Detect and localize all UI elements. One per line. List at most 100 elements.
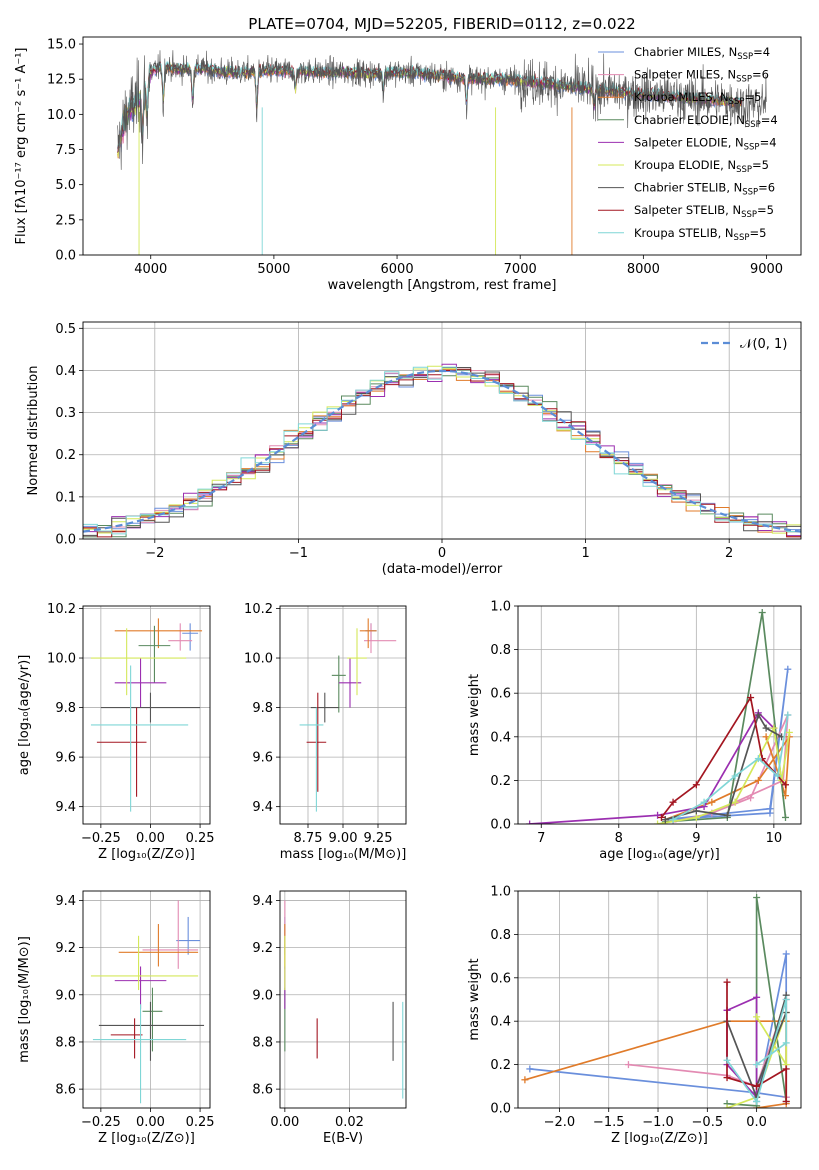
y-tick-label: 0.2 <box>490 1058 511 1073</box>
weight-marker-salpeter_stelib <box>782 1065 790 1073</box>
y-tick-label: 9.8 <box>55 701 76 716</box>
legend-entry-salpeter_miles: Salpeter MILES, NSSP=6 <box>634 68 769 85</box>
y-tick-label: 10.2 <box>244 602 273 617</box>
y-tick-label: 8.6 <box>252 1083 273 1098</box>
x-axis-label: mass [log₁₀(M/M⊙)] <box>280 847 407 862</box>
x-tick-label: −0.25 <box>81 1115 121 1130</box>
x-tick-label: −1.5 <box>593 1115 625 1130</box>
errorbar-chabrier_elodie <box>331 655 346 713</box>
legend-suffix: =5 <box>744 90 761 104</box>
errorbar-chabrier_stelib <box>98 1001 205 1061</box>
spectrum-data-chabrier_stelib <box>117 50 767 170</box>
legend-sub: SSP <box>736 75 752 85</box>
y-tick-label: 0.0 <box>55 533 76 548</box>
errorbar-kroupa_miles <box>118 924 199 967</box>
weight-marker-kroupa_stelib <box>669 816 677 824</box>
x-axis-label: wavelength [Angstrom, rest frame] <box>328 278 557 293</box>
weight-marker-salpeter_stelib <box>747 694 755 702</box>
y-tick-label: 0.8 <box>490 643 511 658</box>
weight-marker-kroupa_elodie <box>654 820 662 824</box>
errorbar-salpeter_stelib <box>110 1018 143 1059</box>
x-axis-label: age [log₁₀(age/yr)] <box>599 847 720 862</box>
weight-marker-salpeter_elodie <box>753 993 761 1001</box>
weight-marker-kroupa_stelib <box>754 755 762 763</box>
weight-marker-kroupa_elodie <box>770 724 778 732</box>
x-axis-label: Z [log₁₀(Z/Z⊙)] <box>611 1131 708 1146</box>
weight-marker-salpeter_stelib <box>723 978 731 986</box>
errorbar-salpeter_miles <box>168 623 193 651</box>
weight-marker-kroupa_stelib <box>782 1039 790 1047</box>
errorbar-chabrier_stelib <box>100 692 201 723</box>
weight-line-chabrier_stelib <box>665 712 783 821</box>
x-tick-label: −2.0 <box>544 1115 576 1130</box>
weight-marker-chabrier_stelib <box>723 811 731 819</box>
y-tick-label: 2.5 <box>55 213 76 228</box>
weight-marker-kroupa_miles <box>708 798 716 806</box>
x-tick-label: 0.25 <box>186 1115 215 1130</box>
x-tick-label: 0.02 <box>335 1115 364 1130</box>
axes-frame <box>517 890 802 1109</box>
x-tick-label: 0.00 <box>136 1115 165 1130</box>
errorbar-kroupa_stelib <box>90 665 189 812</box>
plot-area <box>117 50 767 255</box>
legend-suffix: =5 <box>749 226 766 240</box>
weight-marker-kroupa_stelib <box>784 711 792 719</box>
y-tick-label: 9.2 <box>55 941 76 956</box>
x-axis-label: (data-model)/error <box>382 562 503 577</box>
weight-marker-kroupa_miles <box>754 776 762 784</box>
y-tick-label: 1.0 <box>490 600 511 615</box>
legend-sub: SSP <box>729 97 745 107</box>
x-tick-label: 7 <box>537 831 545 846</box>
weight-marker-salpeter_stelib <box>753 1082 761 1090</box>
weight-marker-chabrier_elodie <box>758 609 766 617</box>
legend-entry-salpeter_stelib: Salpeter STELIB, NSSP=5 <box>634 203 774 220</box>
x-tick-label: 0 <box>438 546 446 561</box>
panel-residuals: −2 −1 0 1 2 0.0 0.1 0.2 0.3 0.4 0.5 (data-model)/er… <box>26 321 802 577</box>
plot-area <box>83 363 801 538</box>
y-tick-label: 9.4 <box>55 894 76 909</box>
y-tick-label: 0.8 <box>490 928 511 943</box>
axes-frame <box>82 605 211 825</box>
errorbar-salpeter_miles <box>364 623 397 654</box>
x-tick-label: 0.00 <box>270 1115 299 1130</box>
y-tick-label: 0.0 <box>490 818 511 833</box>
panel-age-vs-mass: 8.75 9.00 9.25 9.4 9.6 9.8 10.0 10.2 mass [log₁₀… <box>244 602 407 862</box>
weight-marker-chabrier_elodie <box>753 894 761 902</box>
weight-marker-kroupa_elodie <box>692 813 700 821</box>
errorbar-chabrier_stelib <box>310 692 339 723</box>
errorbar-salpeter_elodie <box>114 658 167 708</box>
errorbar-chabrier_elodie <box>142 987 163 1052</box>
legend-sub: SSP <box>745 120 761 130</box>
y-axis-label: Flux [fλ10⁻¹⁷ erg cm⁻² s⁻¹ A⁻¹] <box>14 48 29 245</box>
y-axis-label: Normed distribution <box>26 366 41 496</box>
axes-frame <box>279 890 407 1109</box>
y-axis-label: mass weight <box>467 674 482 756</box>
y-tick-label: 0.4 <box>55 364 76 379</box>
legend-name: Chabrier STELIB, N <box>634 181 742 195</box>
y-tick-label: 0.3 <box>55 406 76 421</box>
chart-title: PLATE=0704, MJD=52205, FIBERID=0112, z=0… <box>248 15 635 33</box>
weight-line-salpeter_elodie <box>529 711 775 824</box>
y-tick-label: 9.4 <box>252 894 273 909</box>
x-tick-label: 8 <box>615 831 623 846</box>
y-tick-label: 10.0 <box>47 108 76 123</box>
x-tick-label: 0.0 <box>746 1115 767 1130</box>
weight-marker-kroupa_stelib <box>700 798 708 806</box>
weight-marker-kroupa_elodie <box>753 1013 761 1021</box>
y-tick-label: 12.5 <box>47 73 76 88</box>
legend-sub: SSP <box>736 165 752 175</box>
legend-name: Kroupa MILES, N <box>634 90 729 104</box>
x-tick-label: 4000 <box>134 262 167 277</box>
legend-entry-kroupa_stelib: Kroupa STELIB, NSSP=5 <box>634 226 766 243</box>
y-tick-label: 10.0 <box>47 652 76 667</box>
x-tick-label: 9.25 <box>364 831 393 846</box>
axes-frame <box>82 321 802 540</box>
weight-marker-salpeter_stelib <box>723 1074 731 1082</box>
weight-marker-chabrier_miles <box>766 809 774 817</box>
x-tick-label: 2 <box>725 546 733 561</box>
x-tick-label: 0.00 <box>136 831 165 846</box>
weight-marker-chabrier_stelib <box>754 711 762 719</box>
legend-suffix: =5 <box>757 203 774 217</box>
x-tick-label: −1.0 <box>642 1115 674 1130</box>
y-tick-label: 0.2 <box>55 448 76 463</box>
